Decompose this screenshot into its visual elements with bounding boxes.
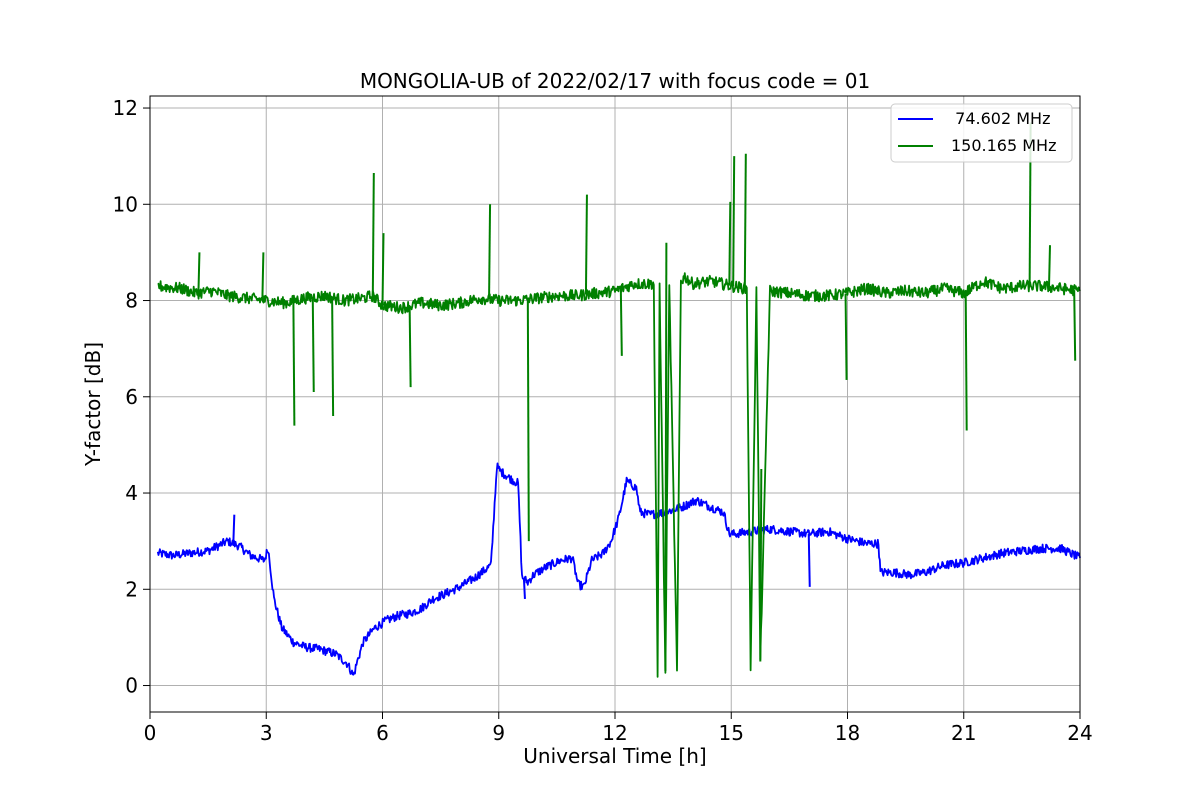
x-axis-label: Universal Time [h] — [523, 744, 706, 768]
spike — [664, 242, 668, 672]
series-line-1 — [157, 272, 1081, 678]
y-axis: 0 2 4 6 8 10 12 — [113, 96, 150, 698]
spike — [522, 578, 526, 599]
spike — [807, 533, 811, 587]
y-tick-label: 10 — [113, 192, 138, 216]
y-tick-label: 8 — [125, 289, 138, 313]
x-tick-label: 3 — [260, 721, 273, 745]
spike — [964, 292, 968, 431]
spike — [728, 201, 732, 286]
legend-label-74mhz: 74.602 MHz — [945, 109, 1050, 128]
spike — [844, 293, 848, 380]
spike — [261, 252, 265, 301]
spike — [408, 305, 412, 388]
spike — [232, 514, 236, 544]
x-tick-label: 24 — [1067, 721, 1092, 745]
spike — [1073, 290, 1077, 361]
spike — [619, 288, 623, 356]
spike — [311, 297, 315, 392]
grid — [149, 96, 1081, 712]
spike — [331, 297, 335, 417]
spike — [1048, 245, 1051, 288]
spike — [526, 299, 530, 542]
spike — [371, 172, 375, 296]
spike — [197, 252, 201, 294]
chart-title: MONGOLIA-UB of 2022/02/17 with focus cod… — [360, 69, 870, 93]
y-tick-label: 12 — [113, 96, 138, 120]
x-tick-label: 6 — [376, 721, 389, 745]
y-tick-label: 6 — [125, 385, 138, 409]
spike — [759, 468, 763, 662]
spike — [381, 233, 385, 306]
x-axis: 0 3 6 9 12 15 18 21 24 — [144, 712, 1093, 745]
x-tick-label: 9 — [492, 721, 505, 745]
x-tick-label: 15 — [719, 721, 744, 745]
spike — [584, 194, 588, 295]
series-line-0 — [156, 462, 1081, 676]
x-tick-label: 18 — [835, 721, 860, 745]
legend-label-150mhz: 150.165 MHz — [951, 136, 1056, 155]
legend: 74.602 MHz 150.165 MHz — [890, 103, 1073, 163]
legend-box — [890, 103, 1073, 163]
x-tick-label: 0 — [144, 721, 157, 745]
series-layer — [156, 122, 1081, 678]
y-tick-label: 2 — [125, 577, 138, 601]
spike — [488, 204, 492, 300]
x-tick-label: 12 — [602, 721, 627, 745]
spike — [743, 153, 747, 289]
y-tick-label: 0 — [125, 674, 138, 698]
y-tick-label: 4 — [125, 481, 138, 505]
x-tick-label: 21 — [951, 721, 976, 745]
spike — [732, 156, 736, 287]
spike — [292, 301, 296, 426]
y-axis-label: Y-factor [dB] — [81, 342, 105, 467]
